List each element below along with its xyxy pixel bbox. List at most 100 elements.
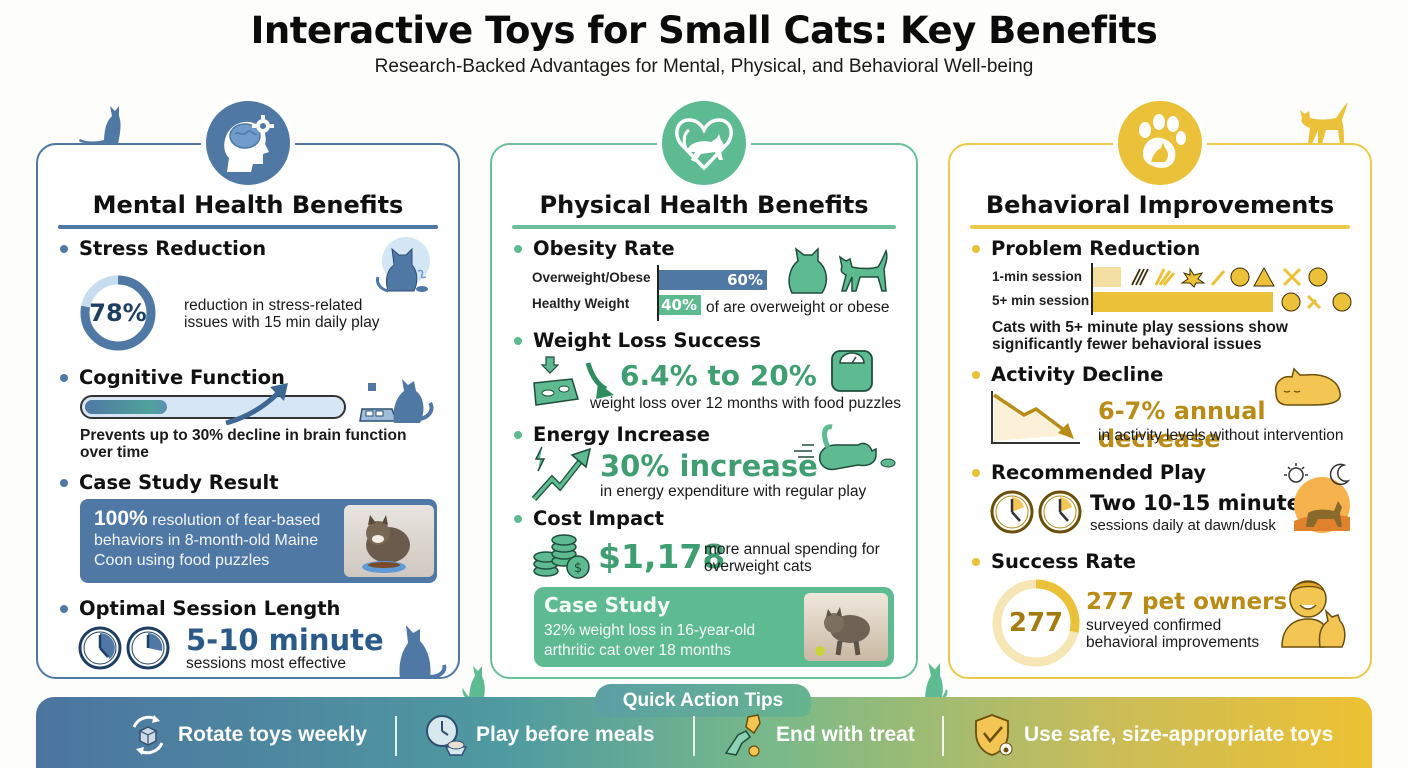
section-heading: Recommended Play xyxy=(972,461,1206,484)
sitting-cat-icon xyxy=(399,625,447,679)
sitting-cat-icon xyxy=(462,666,485,702)
tip-label: Rotate toys weekly xyxy=(178,723,368,746)
bar-value: 40% xyxy=(661,296,697,314)
section-heading-label: Activity Decline xyxy=(991,363,1164,386)
recommended-play-value: Two 10-15 minute xyxy=(1090,491,1301,515)
bar-1min xyxy=(1093,267,1121,287)
section-heading-label: Recommended Play xyxy=(991,461,1207,484)
upward-arrow-icon xyxy=(225,383,288,425)
tip-safe-toys: Use safe, size-appropriate toys xyxy=(972,714,1333,756)
clock-bowl-icon xyxy=(426,715,468,756)
lightning-arrow-icon xyxy=(532,446,592,501)
desc-line: behaviors in 8-month-old Maine xyxy=(94,532,319,549)
energy-desc: in energy expenditure with regular play xyxy=(600,483,867,500)
section-heading: Cognitive Function xyxy=(60,366,285,389)
section-heading-label: Stress Reduction xyxy=(79,237,267,260)
desc-line: surveyed confirmed xyxy=(1086,617,1222,634)
cost-desc: more annual spending for overweight cats xyxy=(704,541,880,575)
section-heading: Problem Reduction xyxy=(972,237,1200,260)
sitting-cat-icon xyxy=(79,106,121,144)
walking-cat-icon xyxy=(1300,102,1348,144)
bullet-dot xyxy=(60,478,68,487)
divider xyxy=(942,716,944,756)
divider xyxy=(58,225,438,229)
tip-rotate-toys: Rotate toys weekly xyxy=(126,714,367,756)
section-heading-label: Obesity Rate xyxy=(533,237,675,260)
case-study-card: Case Study 32% weight loss in 16-year-ol… xyxy=(534,587,894,667)
bullet-dot xyxy=(972,244,980,253)
bullet-dot xyxy=(60,373,68,382)
bullet-dot xyxy=(514,336,522,345)
bar-label: Healthy Weight xyxy=(532,296,630,311)
cognitive-progress-bar xyxy=(80,395,346,419)
owner-with-cat-icon xyxy=(1281,580,1346,648)
paw-icon xyxy=(1113,96,1207,190)
coins-icon: $ xyxy=(533,534,590,579)
section-heading-label: Cognitive Function xyxy=(79,366,285,389)
mental-health-panel: Mental Health Benefits Stress Reduction … xyxy=(36,96,460,679)
behavioral-improvements-panel: Behavioral Improvements Problem Reductio… xyxy=(948,96,1372,679)
desc-line: overweight cats xyxy=(704,558,812,575)
clock-icon xyxy=(990,490,1082,534)
dawn-dusk-cat-icon xyxy=(1284,463,1351,533)
desc-line: arthritic cat over 18 months xyxy=(544,642,731,659)
desc-line: significantly fewer behavioral issues xyxy=(992,336,1262,353)
desc-line: reduction in stress-related xyxy=(184,297,363,314)
tip-label: End with treat xyxy=(776,723,915,746)
maine-coon-kitten-photo xyxy=(344,505,434,577)
bar-axis xyxy=(1091,263,1093,315)
treat-hand-icon xyxy=(724,714,761,757)
section-heading-label: Weight Loss Success xyxy=(533,329,761,352)
desc-line: behavioral improvements xyxy=(1086,634,1260,651)
desc-line: more annual spending for xyxy=(704,541,880,558)
case-stat: 100% xyxy=(94,507,148,530)
declining-chart-icon xyxy=(991,391,1080,444)
bullet-dot xyxy=(514,430,522,439)
tips-title: Quick Action Tips xyxy=(595,684,811,717)
desc-line: Coon using food puzzles xyxy=(94,552,270,569)
case-study-text: 32% weight loss in 16-year-old arthritic… xyxy=(544,621,755,661)
physical-health-panel: Physical Health Benefits Obesity Rate Ov… xyxy=(490,96,918,679)
divider xyxy=(512,225,896,229)
section-heading: Stress Reduction xyxy=(60,237,266,260)
tip-label: Play before meals xyxy=(476,723,655,746)
bullet-dot xyxy=(972,557,980,566)
donut-value: 277 xyxy=(1008,608,1064,638)
cat-chasing-mouse-icon xyxy=(794,424,896,471)
section-heading: Success Rate xyxy=(972,550,1136,573)
stress-donut-chart: 78% xyxy=(78,273,158,353)
divider xyxy=(395,716,397,756)
tabby-cat-playing-photo xyxy=(804,593,888,661)
bullet-dot xyxy=(514,514,522,523)
stress-desc: reduction in stress-related issues with … xyxy=(184,297,380,331)
problem-desc: Cats with 5+ minute play sessions show s… xyxy=(992,319,1288,353)
bullet-dot xyxy=(972,370,980,379)
section-heading: Energy Increase xyxy=(514,423,710,446)
section-heading: Weight Loss Success xyxy=(514,329,761,352)
sleeping-cat-icon xyxy=(1274,367,1341,406)
donut-value: 78% xyxy=(89,299,147,327)
bar-axis xyxy=(657,265,659,321)
bar-label: Overweight/Obese xyxy=(532,270,651,285)
header: Interactive Toys for Small Cats: Key Ben… xyxy=(0,8,1408,78)
desc-line: issues with 15 min daily play xyxy=(184,314,380,331)
cost-value: $1,178 xyxy=(598,537,726,576)
obesity-caption: of are overweight or obese xyxy=(706,299,890,316)
safety-shield-icon xyxy=(975,714,1013,756)
success-desc: surveyed confirmed behavioral improvemen… xyxy=(1086,617,1259,651)
section-heading-label: Energy Increase xyxy=(533,423,711,446)
brain-gear-icon xyxy=(201,96,295,190)
puzzle-feeder-icon xyxy=(533,356,614,406)
bar-label: 5+ min session xyxy=(992,293,1090,308)
desc-line: resolution of fear-based xyxy=(147,512,321,529)
section-heading-label: Success Rate xyxy=(991,550,1136,573)
bullet-dot xyxy=(60,244,68,253)
rotate-toy-icon xyxy=(132,715,164,755)
divider xyxy=(693,716,695,756)
page-title: Interactive Toys for Small Cats: Key Ben… xyxy=(250,9,1158,52)
bar-overweight: 60% xyxy=(659,270,767,290)
svg-text:$: $ xyxy=(574,561,582,576)
sitting-cat-icon xyxy=(924,662,948,702)
heart-cat-icon xyxy=(657,96,751,190)
scale-icon xyxy=(831,350,873,392)
